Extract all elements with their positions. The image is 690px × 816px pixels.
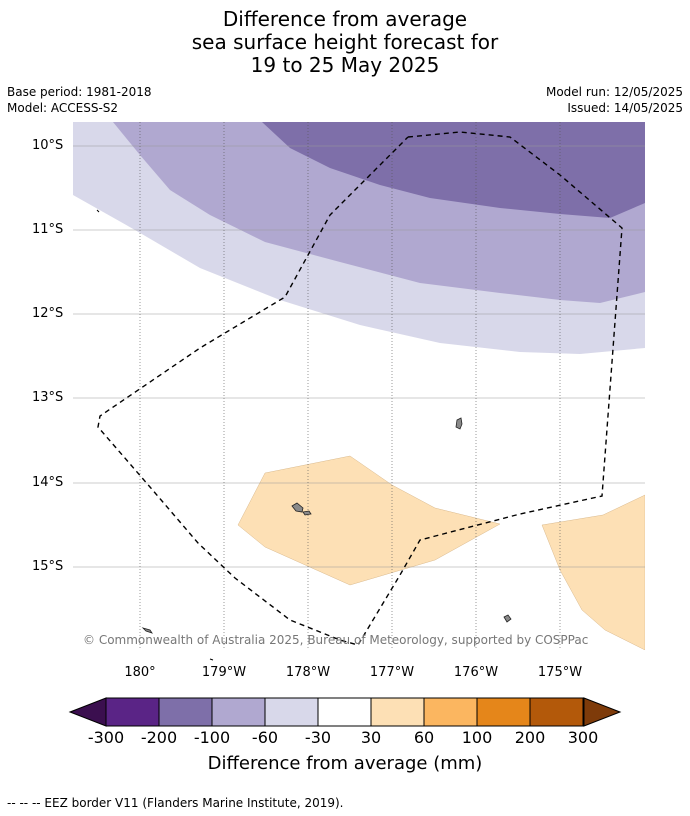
model-run: Model run: 12/05/2025	[545, 85, 683, 99]
colorbar-tick-label: 30	[360, 728, 382, 747]
eez-border	[97, 131, 623, 646]
meta-right: Model run: 12/05/2025 Issued: 14/05/2025	[546, 84, 683, 116]
map-title: Difference from average sea surface heig…	[0, 8, 690, 77]
lon-label-175w: 175°W	[537, 665, 583, 680]
small-mark	[96, 209, 100, 213]
colorbar-segment	[211, 697, 266, 727]
eez-footnote: -- -- -- EEZ border V11 (Flanders Marine…	[7, 796, 344, 810]
lon-label-177w: 177°W	[369, 665, 415, 680]
colorbar-tick-label: -100	[193, 728, 231, 747]
colorbar-tick-label: 60	[413, 728, 435, 747]
island-west-a	[291, 502, 304, 513]
island-corner	[141, 627, 153, 634]
positive-anomaly-patch	[237, 455, 501, 586]
colorbar-tick-label: -60	[251, 728, 279, 747]
lat-label-13s: 13°S	[32, 390, 64, 405]
lat-label-12s: 12°S	[32, 306, 64, 321]
map-plot-area	[73, 122, 645, 650]
issued-date: Issued: 14/05/2025	[567, 101, 683, 115]
colorbar-segment	[370, 697, 425, 727]
lon-label-180: 180°	[124, 665, 156, 680]
lat-label-14s: 14°S	[32, 475, 64, 490]
copyright-notice: © Commonwealth of Australia 2025, Bureau…	[83, 633, 589, 647]
colorbar-segment	[158, 697, 213, 727]
island-west-b	[302, 510, 312, 516]
title-line-1: Difference from average	[222, 7, 468, 31]
islands	[141, 417, 512, 634]
colorbar-tick-label: -300	[87, 728, 125, 747]
lon-label-176w: 176°W	[453, 665, 499, 680]
meta-left: Base period: 1981-2018 Model: ACCESS-S2	[7, 84, 152, 116]
colorbar-segment	[476, 697, 531, 727]
colorbar-extend-low	[68, 697, 107, 727]
colorbar-tick-label: 200	[514, 728, 546, 747]
colorbar-segment	[423, 697, 478, 727]
colorbar-tick-label: -200	[140, 728, 178, 747]
colorbar-segment	[105, 697, 160, 727]
island-north	[455, 417, 463, 430]
latitude-gridlines	[73, 145, 645, 568]
island-south	[503, 614, 512, 623]
small-mark-bottom	[209, 658, 214, 661]
title-line-3: 19 to 25 May 2025	[250, 53, 440, 77]
lon-label-179w: 179°W	[201, 665, 247, 680]
colorbar-tick-label: -30	[304, 728, 332, 747]
model-name: Model: ACCESS-S2	[7, 101, 119, 115]
base-period: Base period: 1981-2018	[7, 85, 152, 99]
colorbar-tick-label: 100	[461, 728, 493, 747]
colorbar-segment	[317, 697, 372, 727]
lat-label-15s: 15°S	[32, 559, 64, 574]
colorbar-segment	[529, 697, 584, 727]
colorbar	[68, 697, 622, 727]
lon-label-178w: 178°W	[285, 665, 331, 680]
colorbar-title: Difference from average (mm)	[207, 753, 483, 774]
colorbar-extend-high	[583, 697, 622, 727]
colorbar-segment	[264, 697, 319, 727]
colorbar-tick-label: 300	[567, 728, 599, 747]
title-line-2: sea surface height forecast for	[191, 30, 499, 54]
longitude-gridlines	[139, 122, 561, 650]
lat-label-11s: 11°S	[32, 222, 64, 237]
positive-anomaly-patch-east	[541, 494, 645, 650]
lat-label-10s: 10°S	[32, 138, 64, 153]
